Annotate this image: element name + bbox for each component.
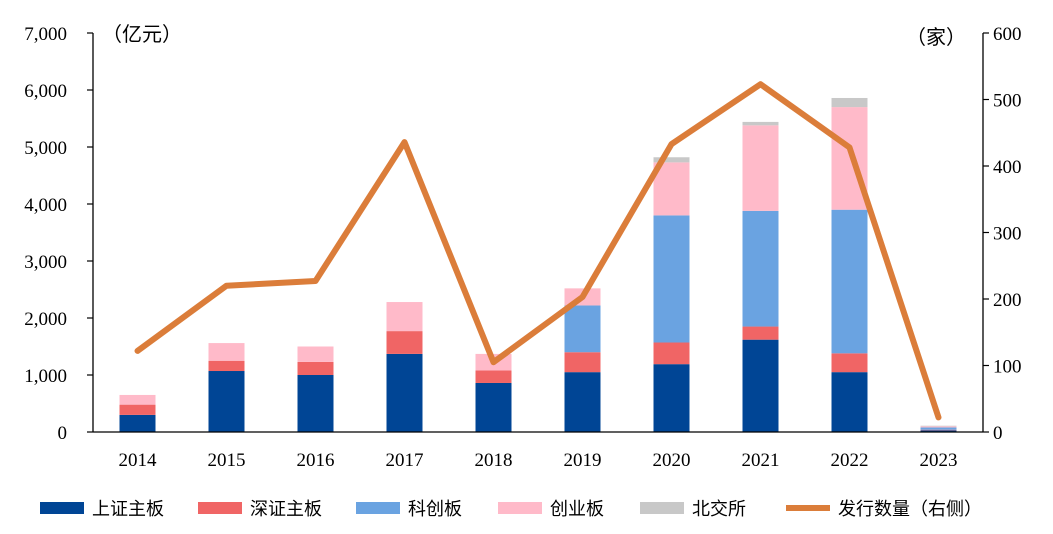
bar-2023-series-1 [920,429,957,431]
bar-2019-series-2 [564,305,601,353]
bar-2022-series-4 [831,97,868,108]
line-point-2014 [137,350,138,352]
left-tick-label: 1,000 [24,366,67,387]
bar-2020-series-3 [653,162,690,216]
x-tick-label: 2017 [386,450,424,471]
line-point-2016 [315,280,316,282]
bar-2015-series-0 [208,371,245,432]
right-tick-label: 0 [993,423,1003,444]
left-tick-label: 6,000 [24,81,67,102]
bar-2017-series-1 [386,331,423,354]
legend-label-2: 科创板 [408,499,462,520]
legend-label-4: 北交所 [692,499,746,520]
legend-label-5: 发行数量（右侧） [838,499,982,520]
legend-label-0: 上证主板 [92,499,164,520]
bar-2014-series-0 [119,414,156,432]
x-tick-label: 2016 [297,450,335,471]
legend-swatch-2 [356,502,400,514]
bar-2014-series-1 [119,404,156,415]
left-axis-unit: （亿元） [102,22,182,46]
bar-2016-series-1 [297,361,334,375]
bar-2016-series-3 [297,346,334,362]
right-tick-label: 500 [993,91,1022,112]
left-tick-label: 3,000 [24,252,67,273]
right-tick-label: 100 [993,357,1022,378]
bar-2021-series-4 [742,121,779,126]
bar-2020-series-1 [653,342,690,365]
bar-2020-series-4 [653,157,690,163]
legend-swatch-1 [198,502,242,514]
left-tick-label: 2,000 [24,309,67,330]
bar-2016-series-0 [297,375,334,432]
x-tick-label: 2014 [119,450,158,471]
bar-2020-series-2 [653,215,690,343]
bar-2017-series-0 [386,353,423,432]
right-tick-label: 400 [993,157,1022,178]
bar-2023-series-2 [920,427,957,430]
right-tick-label: 300 [993,224,1022,245]
line-point-2022 [849,146,850,148]
bar-2018-series-0 [475,382,512,432]
x-tick-label: 2021 [742,450,780,471]
line-point-2017 [404,141,405,143]
legend-swatch-0 [40,502,84,514]
left-tick-label: 7,000 [24,24,67,45]
bar-2019-series-1 [564,352,601,373]
x-tick-label: 2023 [920,450,958,471]
x-tick-label: 2015 [208,450,246,471]
line-point-2019 [582,296,583,298]
right-tick-label: 200 [993,290,1022,311]
axes: 0 1,000 2,000 3,000 4,000 5,000 6,000 7,000 0 100… [24,24,1021,471]
bar-2020-series-0 [653,364,690,432]
bar-2022-series-2 [831,209,868,354]
bar-2022-series-0 [831,372,868,432]
bar-2021-series-2 [742,210,779,327]
legend-label-3: 创业板 [550,499,604,520]
line-point-2021 [760,83,761,85]
bar-2018-series-1 [475,370,512,383]
legend: 上证主板 深证主板 科创板 创业板 北交所 发行数量（右侧） [40,499,982,520]
bar-2021-series-1 [742,326,779,340]
bar-layer [119,97,957,432]
x-tick-label: 2022 [831,450,869,471]
legend-swatch-3 [498,502,542,514]
x-tick-label: 2020 [653,450,691,471]
bar-2023-series-4 [920,425,957,427]
bar-2022-series-1 [831,353,868,373]
bar-2014-series-3 [119,394,156,405]
bar-2023-series-3 [920,426,957,428]
line-point-2020 [671,143,672,145]
x-tick-label: 2018 [475,450,513,471]
x-tick-label: 2019 [564,450,602,471]
right-tick-label: 600 [993,24,1022,45]
left-tick-label: 5,000 [24,138,67,159]
bar-2021-series-0 [742,339,779,432]
legend-label-1: 深证主板 [250,499,322,520]
bar-2023-series-0 [920,430,957,432]
issuance-count-line [134,81,942,421]
bar-2019-series-0 [564,372,601,432]
bar-2021-series-3 [742,125,779,211]
line-point-2015 [226,285,227,287]
bar-2015-series-3 [208,343,245,361]
legend-swatch-4 [640,502,684,514]
line-layer [134,81,942,421]
bar-2017-series-3 [386,302,423,332]
bar-2015-series-1 [208,360,245,372]
left-tick-label: 4,000 [24,195,67,216]
line-point-2023 [938,416,939,418]
left-tick-label: 0 [58,423,68,444]
line-point-2018 [493,361,494,363]
right-axis-unit: （家） [906,25,966,49]
